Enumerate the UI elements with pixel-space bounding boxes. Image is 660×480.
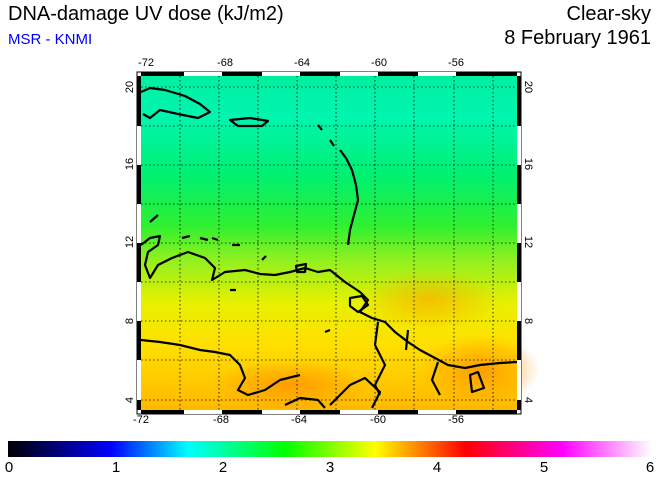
lon-tick-bottom: -68 xyxy=(213,414,229,426)
map-date: 8 February 1961 xyxy=(504,27,651,49)
colorbar-label: 5 xyxy=(539,459,549,476)
colorbar-label: 3 xyxy=(325,459,335,476)
colorbar-label: 6 xyxy=(645,459,655,476)
lat-tick-right: 20 xyxy=(522,80,534,94)
sky-condition: Clear-sky xyxy=(566,3,651,25)
colorbar-label: 4 xyxy=(432,459,442,476)
lon-tick-bottom: -56 xyxy=(448,414,464,426)
map-frame xyxy=(136,71,522,415)
colorbar-label: 0 xyxy=(4,459,14,476)
lon-tick-top: -64 xyxy=(294,57,310,69)
lat-tick-right: 16 xyxy=(522,157,534,171)
coastlines xyxy=(140,86,518,409)
lat-tick-left: 12 xyxy=(124,235,136,249)
colorbar-label: 2 xyxy=(218,459,228,476)
lon-tick-top: -68 xyxy=(217,57,233,69)
lat-tick-left: 16 xyxy=(124,157,136,171)
graticule xyxy=(141,76,517,410)
lon-tick-top: -72 xyxy=(138,57,154,69)
colorbar xyxy=(8,441,652,457)
map-title: DNA-damage UV dose (kJ/m2) xyxy=(8,3,284,25)
lat-tick-left: 4 xyxy=(124,396,136,404)
lat-tick-right: 8 xyxy=(522,317,534,325)
lat-tick-left: 8 xyxy=(124,317,136,325)
lon-tick-bottom: -72 xyxy=(133,414,149,426)
lat-tick-right: 4 xyxy=(522,396,534,404)
colorbar-label: 1 xyxy=(111,459,121,476)
lon-tick-bottom: -64 xyxy=(291,414,307,426)
lon-tick-top: -60 xyxy=(371,57,387,69)
lat-tick-right: 12 xyxy=(522,235,534,249)
lon-tick-bottom: -60 xyxy=(370,414,386,426)
lon-tick-top: -56 xyxy=(448,57,464,69)
lat-tick-left: 20 xyxy=(124,80,136,94)
uv-field xyxy=(141,76,540,410)
source-label: MSR - KNMI xyxy=(8,31,93,48)
